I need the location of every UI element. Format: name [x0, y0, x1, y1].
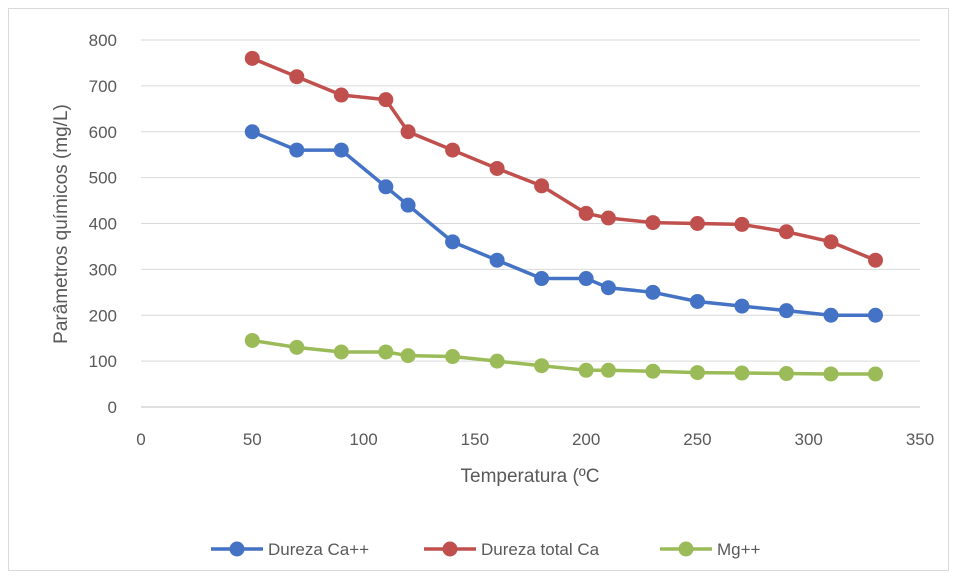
legend-label-mg: Mg++: [717, 540, 761, 559]
y-tick-labels: 0 100 200 300 400 500 600 700 800: [89, 31, 117, 417]
data-point: [333, 87, 349, 103]
data-point: [734, 216, 750, 232]
data-point: [778, 366, 794, 382]
series-line: [250, 56, 878, 262]
data-point: [867, 307, 883, 323]
x-tick-label: 250: [683, 430, 711, 449]
data-point: [823, 307, 839, 323]
data-point: [778, 303, 794, 319]
data-point: [378, 179, 394, 195]
data-point: [244, 332, 260, 348]
chart-area: [8, 8, 949, 571]
data-point: [489, 160, 505, 176]
data-point: [289, 339, 305, 355]
data-point: [689, 365, 705, 381]
x-tick-label: 150: [461, 430, 489, 449]
series-layer: [244, 50, 883, 382]
y-tick-label: 400: [89, 215, 117, 234]
data-point: [289, 69, 305, 85]
data-point: [645, 363, 661, 379]
y-tick-label: 300: [89, 260, 117, 279]
data-point: [445, 349, 461, 365]
data-point: [823, 366, 839, 382]
series-0: [244, 124, 883, 323]
series-2: [244, 332, 883, 382]
data-point: [778, 224, 794, 240]
x-tick-label: 300: [795, 430, 823, 449]
series-1: [244, 50, 883, 268]
data-point: [400, 348, 416, 364]
y-tick-label: 100: [89, 352, 117, 371]
x-tick-label: 200: [572, 430, 600, 449]
legend-item: Dureza Ca++: [211, 540, 369, 559]
x-tick-labels: 0 50 100 150 200 250 300 350: [136, 430, 934, 449]
x-axis-title: Temperatura (ºC: [461, 466, 600, 487]
y-tick-label: 700: [89, 77, 117, 96]
data-point: [645, 284, 661, 300]
data-point: [578, 205, 594, 221]
y-tick-label: 200: [89, 306, 117, 325]
data-point: [734, 365, 750, 381]
legend-label-dureza-total-ca: Dureza total Ca: [481, 540, 600, 559]
data-point: [645, 215, 661, 231]
data-point: [534, 271, 550, 287]
legend-marker-dureza-ca: [229, 541, 245, 557]
data-point: [244, 50, 260, 66]
y-tick-label: 800: [89, 31, 117, 50]
series-line: [250, 338, 878, 376]
data-point: [445, 142, 461, 158]
data-point: [378, 92, 394, 108]
x-tick-label: 350: [906, 430, 934, 449]
data-point: [578, 362, 594, 378]
data-point: [734, 298, 750, 314]
data-point: [289, 142, 305, 158]
data-point: [534, 358, 550, 374]
y-tick-label: 500: [89, 169, 117, 188]
data-point: [600, 362, 616, 378]
data-point: [578, 271, 594, 287]
data-point: [867, 366, 883, 382]
legend: Dureza Ca++ Dureza total Ca Mg++: [211, 540, 761, 559]
y-tick-label: 600: [89, 123, 117, 142]
data-point: [600, 280, 616, 296]
legend-item: Dureza total Ca: [424, 540, 600, 559]
legend-marker-dureza-total-ca: [442, 541, 458, 557]
data-point: [400, 124, 416, 140]
data-point: [689, 293, 705, 309]
data-point: [445, 234, 461, 250]
data-point: [333, 344, 349, 360]
series-line: [250, 130, 878, 317]
data-point: [867, 252, 883, 268]
x-tick-label: 0: [136, 430, 145, 449]
legend-item: Mg++: [660, 540, 761, 559]
data-point: [489, 252, 505, 268]
data-point: [244, 124, 260, 140]
data-point: [333, 142, 349, 158]
data-point: [378, 344, 394, 360]
data-point: [400, 197, 416, 213]
data-point: [823, 234, 839, 250]
data-point: [600, 210, 616, 226]
legend-marker-mg: [678, 541, 694, 557]
y-tick-label: 0: [108, 398, 117, 417]
x-tick-label: 100: [349, 430, 377, 449]
data-point: [489, 353, 505, 369]
legend-label-dureza-ca: Dureza Ca++: [268, 540, 369, 559]
data-point: [689, 216, 705, 231]
data-point: [534, 178, 550, 194]
y-axis-title: Parâmetros químicos (mg/L): [51, 104, 72, 344]
x-tick-label: 50: [243, 430, 262, 449]
